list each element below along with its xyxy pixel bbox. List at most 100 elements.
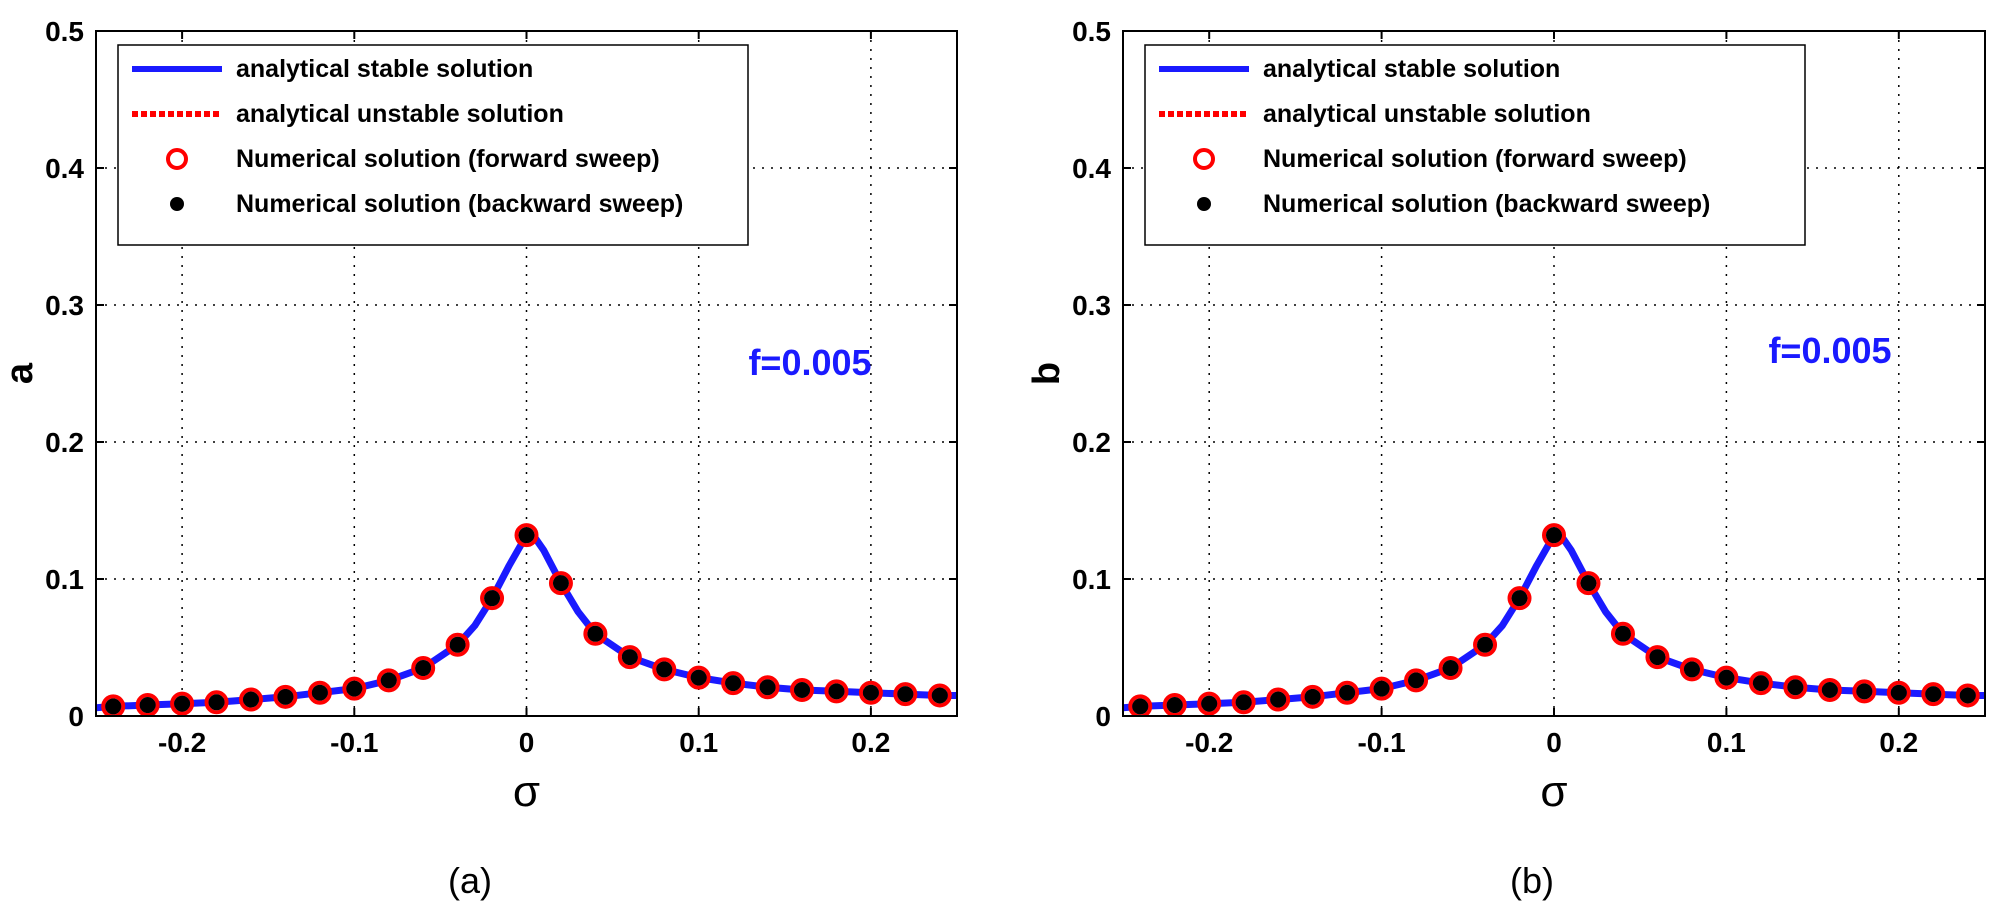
backward-sweep-point xyxy=(1304,688,1321,705)
backward-sweep-point xyxy=(1821,681,1838,698)
x-tick-label: 0.2 xyxy=(1879,727,1918,758)
panel-caption: (b) xyxy=(1510,860,1554,901)
backward-sweep-point xyxy=(621,649,638,666)
backward-sweep-point xyxy=(1477,636,1494,653)
forward-sweep-point xyxy=(790,677,815,702)
forward-sweep-point xyxy=(1438,656,1463,681)
forward-sweep-point xyxy=(755,675,780,700)
backward-sweep-point xyxy=(1511,590,1528,607)
forward-sweep-point xyxy=(1886,680,1911,705)
legend-entry-1: analytical stable solution xyxy=(1263,55,1560,83)
forward-sweep-point xyxy=(307,680,332,705)
backward-sweep-point xyxy=(277,688,294,705)
chart-panel-b: -0.2 -0.1 0 0.1 0.2 0 0.1 0.2 0.3 0.4 0.5 σ b analyti… xyxy=(1026,16,1986,901)
backward-sweep-point xyxy=(311,684,328,701)
backward-sweep-point xyxy=(1959,687,1976,704)
backward-sweep-point xyxy=(1649,649,1666,666)
forward-sweep-point xyxy=(376,668,401,693)
x-tick-label: -0.2 xyxy=(158,727,206,758)
x-tick-label: -0.1 xyxy=(1357,727,1405,758)
backward-sweep-point xyxy=(656,661,673,678)
forward-sweep-point xyxy=(411,656,436,681)
forward-sweep-point xyxy=(1852,679,1877,704)
forward-sweep-point xyxy=(652,657,677,682)
backward-sweep-point xyxy=(174,695,191,712)
legend-entry-3: Numerical solution (forward sweep) xyxy=(236,145,660,173)
forward-sweep-point xyxy=(617,645,642,670)
legend-entry-3: Numerical solution (forward sweep) xyxy=(1263,145,1687,173)
forward-sweep-point xyxy=(927,683,952,708)
backward-sweep-point xyxy=(1925,686,1942,703)
backward-sweep-point xyxy=(1201,695,1218,712)
y-axis-label: a xyxy=(0,362,41,384)
backward-sweep-point xyxy=(897,686,914,703)
backward-sweep-point xyxy=(1339,684,1356,701)
x-tick-label: 0.2 xyxy=(851,727,890,758)
legend-entry-2: analytical unstable solution xyxy=(236,100,564,128)
series-group xyxy=(96,523,957,716)
x-tick-label: -0.2 xyxy=(1185,727,1233,758)
backward-sweep-point xyxy=(1890,684,1907,701)
legend-box xyxy=(1144,44,1806,246)
legend-entry-4: Numerical solution (backward sweep) xyxy=(236,190,683,218)
x-tick-label: -0.1 xyxy=(330,727,378,758)
y-tick-label: 0.4 xyxy=(45,153,84,184)
backward-sweep-point xyxy=(1580,575,1597,592)
x-tick-label: 0 xyxy=(1546,727,1562,758)
backward-sweep-point xyxy=(1856,683,1873,700)
forward-sweep-point xyxy=(1817,677,1842,702)
backward-sweep-point xyxy=(862,684,879,701)
backward-sweep-point xyxy=(1752,675,1769,692)
backward-sweep-point xyxy=(794,681,811,698)
backward-sweep-point xyxy=(931,687,948,704)
legend-swatch-backward xyxy=(170,197,184,211)
backward-sweep-point xyxy=(105,698,122,715)
forward-sweep-point xyxy=(1714,665,1739,690)
forward-sweep-point xyxy=(1300,684,1325,709)
forward-sweep-point xyxy=(1231,690,1256,715)
x-axis-label: σ xyxy=(1540,767,1567,816)
forward-sweep-point xyxy=(583,621,608,646)
forward-sweep-point xyxy=(170,691,195,716)
forward-sweep-point xyxy=(1404,668,1429,693)
forward-sweep-point xyxy=(893,682,918,707)
chart-panel-a: -0.2 -0.1 0 0.1 0.2 0 0.1 0.2 0.3 0.4 0.5 σ a analyti… xyxy=(0,16,958,901)
legend-swatch-backward xyxy=(1197,197,1211,211)
forward-sweep-point xyxy=(1610,621,1635,646)
legend-entry-1: analytical stable solution xyxy=(236,55,533,83)
forward-sweep-point xyxy=(1473,632,1498,657)
backward-sweep-point xyxy=(380,672,397,689)
legend: analytical stable solution analytical uns… xyxy=(1144,44,1806,246)
annotation-f-value: f=0.005 xyxy=(748,342,871,383)
legend-entry-2: analytical unstable solution xyxy=(1263,100,1591,128)
backward-sweep-point xyxy=(518,527,535,544)
backward-sweep-point xyxy=(1166,697,1183,714)
x-tick-label: 0 xyxy=(519,727,535,758)
backward-sweep-point xyxy=(1235,694,1252,711)
forward-sweep-point xyxy=(1369,676,1394,701)
backward-sweep-point xyxy=(552,575,569,592)
forward-sweep-point xyxy=(1266,687,1291,712)
backward-sweep-point xyxy=(449,636,466,653)
backward-sweep-point xyxy=(1132,698,1149,715)
forward-sweep-point xyxy=(1748,671,1773,696)
y-tick-label: 0.3 xyxy=(1072,290,1111,321)
y-tick-label: 0.1 xyxy=(1072,564,1111,595)
y-tick-label: 0 xyxy=(68,701,84,732)
backward-sweep-point xyxy=(1442,660,1459,677)
y-tick-label: 0.2 xyxy=(45,427,84,458)
forward-sweep-point xyxy=(1576,571,1601,596)
backward-sweep-point xyxy=(415,660,432,677)
backward-sweep-point xyxy=(242,691,259,708)
panel-caption: (a) xyxy=(448,860,492,901)
backward-sweep-point xyxy=(208,694,225,711)
forward-sweep-point xyxy=(445,632,470,657)
legend-swatch-forward xyxy=(166,148,188,170)
legend-swatch-forward xyxy=(1193,148,1215,170)
backward-sweep-point xyxy=(690,669,707,686)
backward-sweep-point xyxy=(828,683,845,700)
axes-frame xyxy=(1122,30,1986,717)
forward-sweep-point xyxy=(721,671,746,696)
backward-sweep-point xyxy=(1718,669,1735,686)
